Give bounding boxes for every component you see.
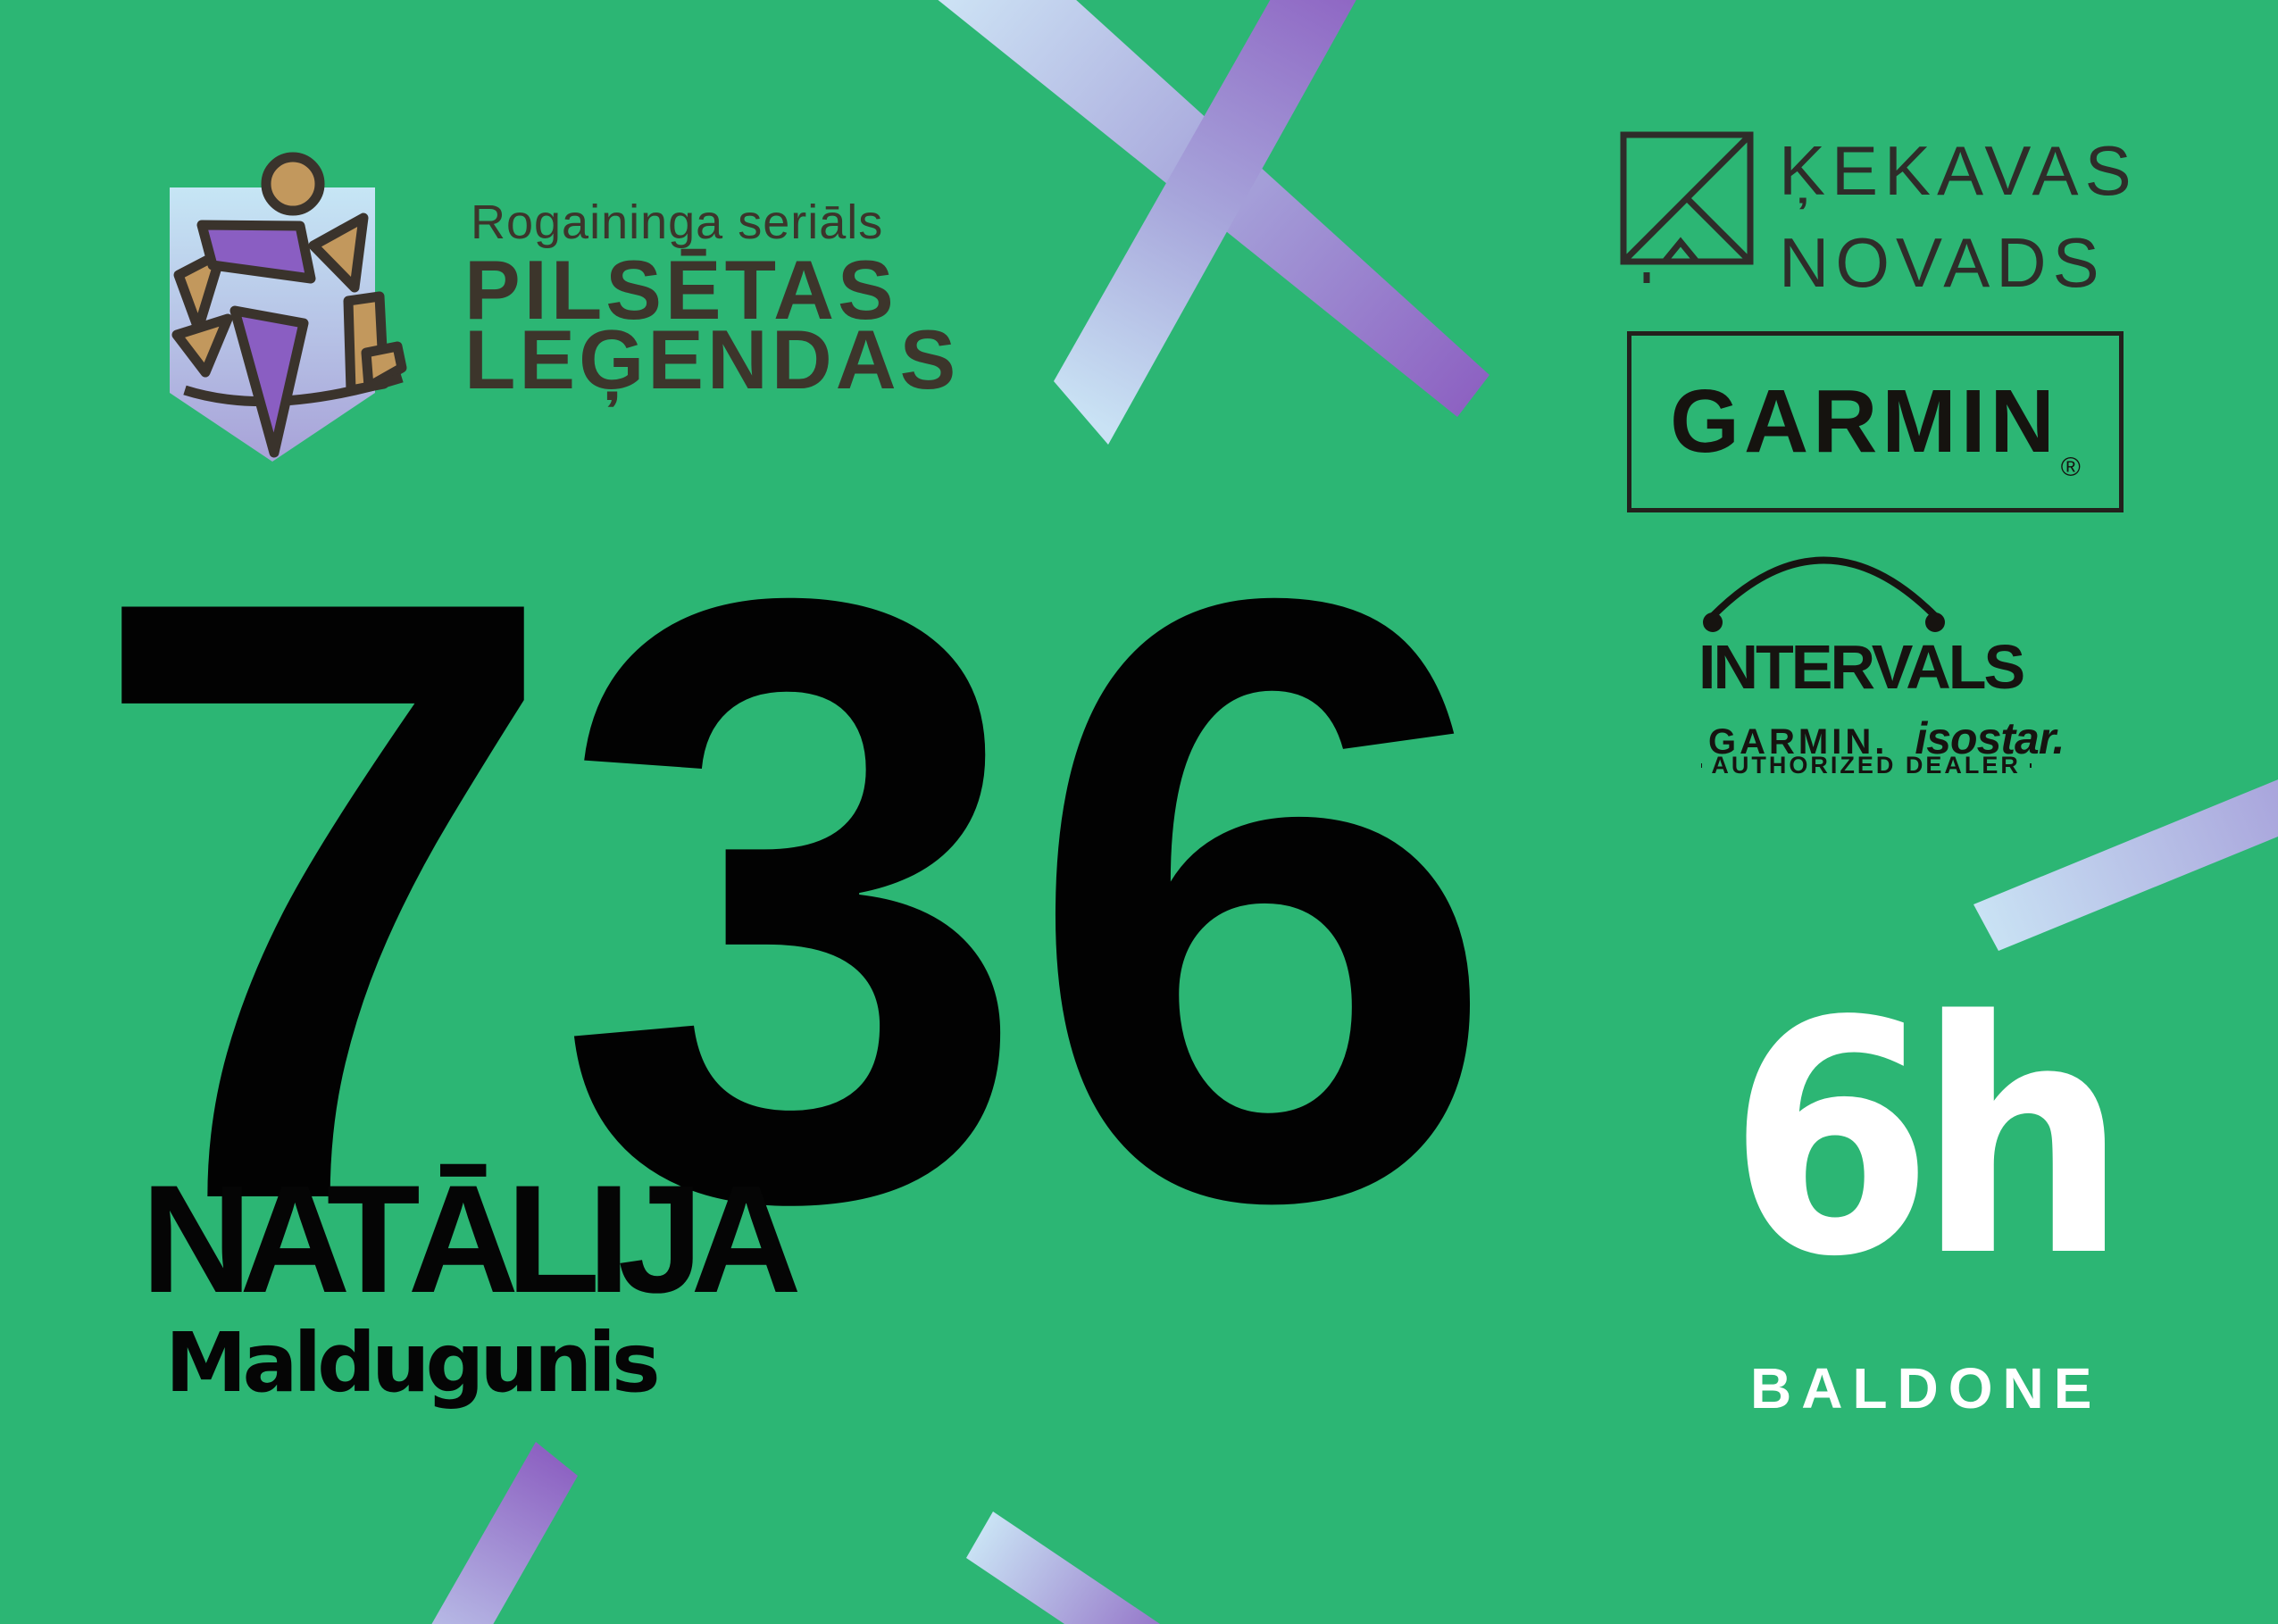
dealer-dash-right xyxy=(2029,763,2032,768)
series-title-line1: PILSĒTAS xyxy=(464,243,897,337)
race-number: 736 xyxy=(85,421,1501,1378)
intervals-partner-brands: GARMIN. isostar. xyxy=(1708,712,2065,764)
ribbon-right-edge xyxy=(1973,779,2278,951)
garmin-registered-mark: ® xyxy=(2060,453,2081,482)
ribbon-bottom-middle xyxy=(966,1512,1161,1624)
runner-name: NATĀLIJA xyxy=(141,1153,802,1325)
ribbon-bottom-left xyxy=(431,1442,578,1624)
orienteering-runner-shield-icon xyxy=(170,152,407,462)
garmin-sponsor-box: GARMIN ® xyxy=(1627,331,2124,512)
authorized-dealer-label: AUTHORIZED DEALER xyxy=(1711,752,2021,779)
intervals-store-label: INTERVALS xyxy=(1698,632,2025,702)
kekava-k-icon xyxy=(1620,131,1754,283)
authorized-dealer-row: AUTHORIZED DEALER xyxy=(1701,752,2032,779)
race-duration: 6h xyxy=(1728,953,2128,1327)
municipality-name-line1: ĶEKAVAS xyxy=(1779,131,2138,210)
garmin-brand-label: GARMIN xyxy=(1670,371,2059,471)
series-title-line2: LEĢENDAS xyxy=(464,312,960,406)
intervals-arc-icon xyxy=(1703,556,1945,632)
race-location: BALDONE xyxy=(1750,1356,2102,1420)
dealer-dash-left xyxy=(1701,763,1703,768)
intervals-garmin-label: GARMIN. xyxy=(1708,722,1889,762)
series-kicker: Rogaininga seriāls xyxy=(471,196,884,249)
intervals-isostar-label: isostar. xyxy=(1915,713,2065,763)
municipality-name-line2: NOVADS xyxy=(1779,223,2106,302)
ribbon-x-arm-short xyxy=(1054,0,1356,445)
team-name: Maldugunis xyxy=(165,1315,661,1411)
